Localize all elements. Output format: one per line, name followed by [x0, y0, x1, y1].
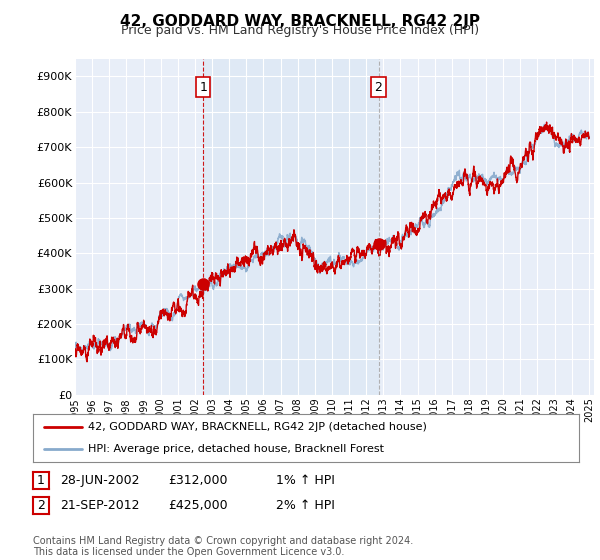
Text: Contains HM Land Registry data © Crown copyright and database right 2024.
This d: Contains HM Land Registry data © Crown c… — [33, 535, 413, 557]
Text: 2: 2 — [374, 81, 382, 94]
Text: 42, GODDARD WAY, BRACKNELL, RG42 2JP: 42, GODDARD WAY, BRACKNELL, RG42 2JP — [120, 14, 480, 29]
Text: £312,000: £312,000 — [168, 474, 227, 487]
Text: 2: 2 — [37, 499, 45, 512]
Text: 1: 1 — [37, 474, 45, 487]
Text: Price paid vs. HM Land Registry's House Price Index (HPI): Price paid vs. HM Land Registry's House … — [121, 24, 479, 36]
Bar — [203, 59, 379, 395]
Text: 28-JUN-2002: 28-JUN-2002 — [60, 474, 139, 487]
Text: £425,000: £425,000 — [168, 499, 227, 512]
Text: 2% ↑ HPI: 2% ↑ HPI — [276, 499, 335, 512]
Text: 1% ↑ HPI: 1% ↑ HPI — [276, 474, 335, 487]
Text: 1: 1 — [199, 81, 207, 94]
Text: HPI: Average price, detached house, Bracknell Forest: HPI: Average price, detached house, Brac… — [88, 444, 383, 454]
Text: 42, GODDARD WAY, BRACKNELL, RG42 2JP (detached house): 42, GODDARD WAY, BRACKNELL, RG42 2JP (de… — [88, 422, 427, 432]
Text: 21-SEP-2012: 21-SEP-2012 — [60, 499, 139, 512]
